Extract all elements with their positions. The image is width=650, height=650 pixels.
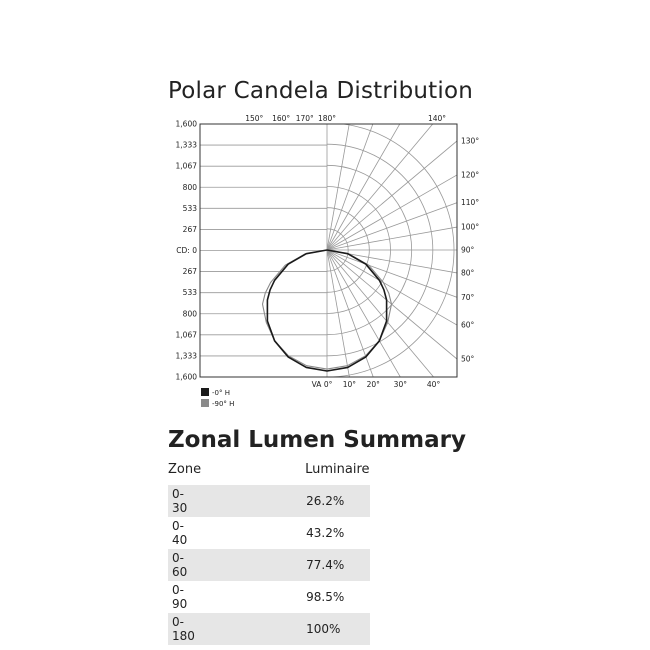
header-zone: Zone <box>168 462 202 477</box>
grid-ray <box>326 124 434 251</box>
radial-tick-label: 533 <box>183 288 198 297</box>
angle-label-right: 120° <box>461 170 479 179</box>
angle-label-bottom: 20° <box>367 380 381 389</box>
radial-tick-label: 533 <box>183 204 198 213</box>
luminaire-cell: 100% <box>306 622 341 636</box>
angle-label-right: 100° <box>461 223 479 232</box>
grid-group <box>200 124 457 377</box>
grid-ray <box>326 249 457 274</box>
angle-label-bottom: 40° <box>427 380 441 389</box>
grid-ray <box>326 202 457 251</box>
radial-tick-label: CD: 0 <box>176 246 197 255</box>
angle-label-top: 150° <box>245 114 263 123</box>
radial-tick-label: 267 <box>183 225 198 234</box>
header-luminaire: Luminaire <box>305 462 370 477</box>
zone-cell: 0-30 <box>172 487 188 515</box>
legend-label: -0° H <box>212 389 230 397</box>
angle-label-right: 130° <box>461 136 479 145</box>
table-header-row: Zone Luminaire <box>168 462 370 485</box>
grid-ray <box>326 124 401 251</box>
grid-ray <box>326 174 457 251</box>
zonal-title: Zonal Lumen Summary <box>168 427 466 453</box>
table-row: 0-30 26.2% <box>168 485 370 517</box>
luminaire-cell: 98.5% <box>306 590 345 604</box>
series-curve-0 <box>266 249 388 372</box>
series-curve-1 <box>261 249 393 370</box>
angle-label-top: 160° <box>272 114 290 123</box>
radial-tick-label: 800 <box>183 309 198 318</box>
angle-label-top: 140° <box>428 114 446 123</box>
zonal-lumen-table: Zone Luminaire 0-30 26.2% 0-40 43.2% 0-60 7… <box>168 462 370 645</box>
grid-ray <box>326 249 457 298</box>
radial-tick-label: 1,333 <box>176 141 198 150</box>
radial-tick-label: 267 <box>183 267 198 276</box>
angle-label-right: 80° <box>461 268 475 277</box>
grid-ray <box>326 249 401 377</box>
grid-ray <box>326 249 435 377</box>
table-row: 0-180 100% <box>168 613 370 645</box>
polar-candela-chart: 1,600 1,333 1,067 800 533 267 CD: 0 267 533 800 1,… <box>176 114 480 408</box>
legend-swatch <box>201 388 209 396</box>
zone-cell: 0-60 <box>172 551 188 579</box>
luminaire-cell: 77.4% <box>306 558 345 572</box>
radial-tick-label: 1,600 <box>176 120 198 129</box>
angle-label-top: 170° <box>296 114 314 123</box>
legend-swatch <box>201 399 209 407</box>
angle-label-right: 70° <box>461 293 475 302</box>
angle-label-bottom: 10° <box>343 380 357 389</box>
chart-title: Polar Candela Distribution <box>168 78 474 104</box>
table-row: 0-90 98.5% <box>168 581 370 613</box>
radial-tick-label: 1,333 <box>176 351 198 360</box>
zone-cell: 0-180 <box>172 615 195 643</box>
angle-label-right: 60° <box>461 321 475 330</box>
luminaire-cell: 26.2% <box>306 494 345 508</box>
angle-label-bottom: VA 0° <box>312 380 333 389</box>
angle-label-right: 50° <box>461 355 475 364</box>
radial-tick-label: 1,600 <box>176 373 198 382</box>
grid-ray <box>326 124 350 251</box>
angle-label-top: 180° <box>318 114 336 123</box>
radial-tick-label: 800 <box>183 183 198 192</box>
luminaire-cell: 43.2% <box>306 526 345 540</box>
radial-tick-label: 1,067 <box>176 330 198 339</box>
grid-ray <box>326 249 457 326</box>
grid-ray <box>326 140 457 251</box>
angle-label-right: 110° <box>461 198 479 207</box>
zone-cell: 0-90 <box>172 583 188 611</box>
grid-ray <box>326 124 374 251</box>
angle-label-bottom: 30° <box>394 380 408 389</box>
grid-ray <box>326 226 457 251</box>
legend-label: -90° H <box>212 400 234 408</box>
grid-ray <box>326 249 457 360</box>
grid-ray <box>326 249 350 377</box>
zone-cell: 0-40 <box>172 519 188 547</box>
table-row: 0-40 43.2% <box>168 517 370 549</box>
angle-label-right: 90° <box>461 246 475 255</box>
grid-ray <box>326 249 374 377</box>
radial-tick-label: 1,067 <box>176 162 198 171</box>
plot-frame <box>199 123 458 378</box>
table-row: 0-60 77.4% <box>168 549 370 581</box>
